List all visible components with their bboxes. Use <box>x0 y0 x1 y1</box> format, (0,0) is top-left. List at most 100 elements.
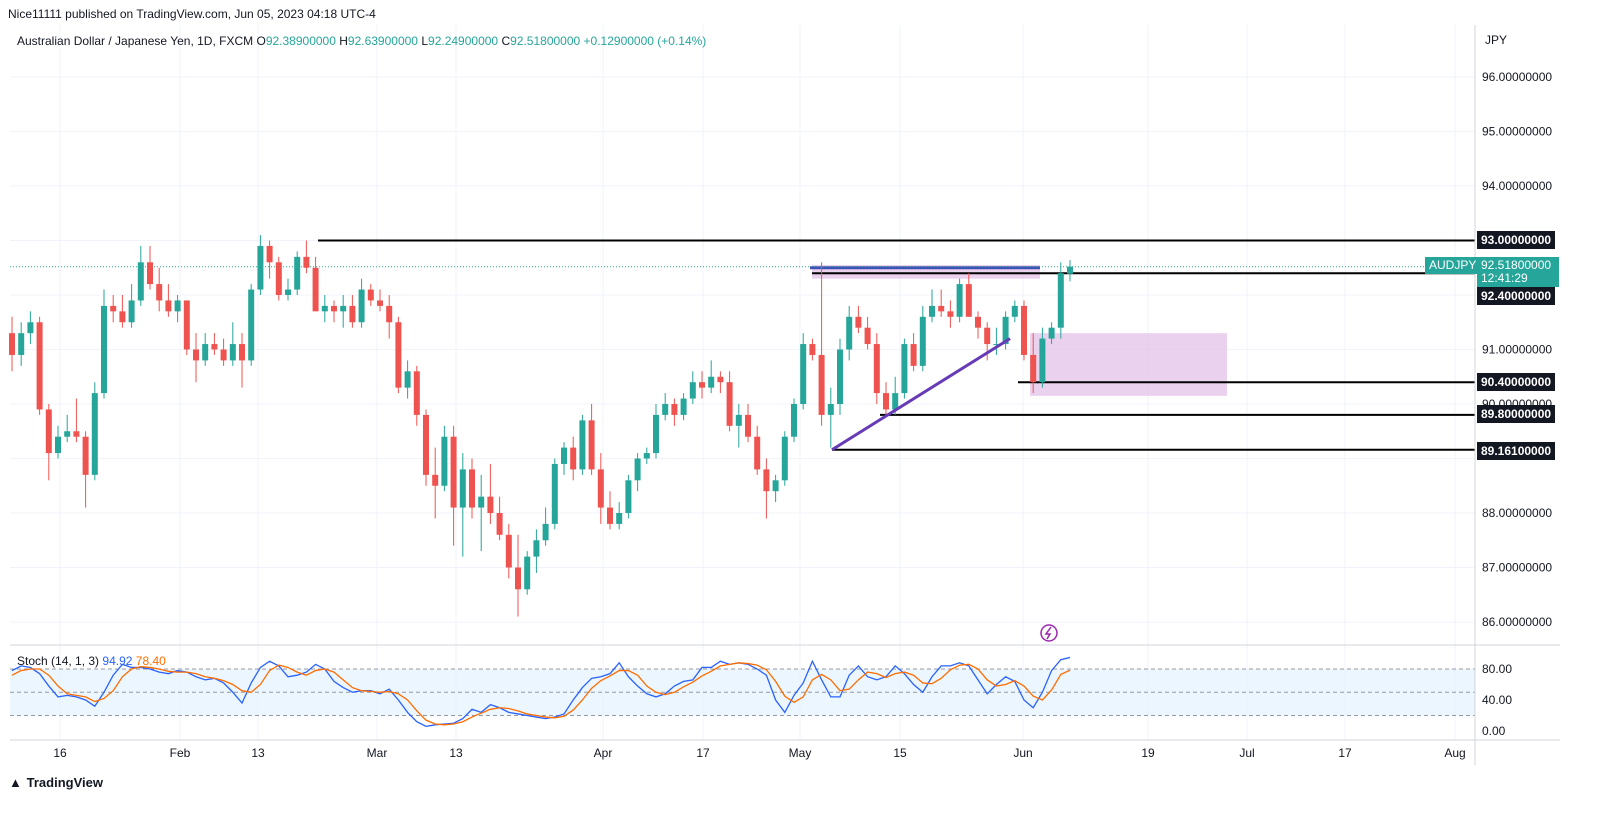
candle-body <box>616 513 623 524</box>
candle-body <box>653 414 659 454</box>
stoch-label: Stoch (14, 1, 3) <box>17 654 100 668</box>
stoch-d-value: 78.40 <box>135 654 166 668</box>
level-label-92-4: 92.40000000 <box>1477 287 1556 305</box>
candle-body <box>855 316 862 328</box>
candle-body <box>248 289 255 361</box>
candle-body <box>662 404 669 415</box>
candle-body <box>947 311 954 317</box>
candle-body <box>809 344 816 355</box>
stochastic-lines <box>11 656 1071 728</box>
candle-body <box>791 404 797 437</box>
event-lightning-bolt <box>1044 626 1052 640</box>
candle-body <box>119 311 126 323</box>
open-value: 92.38900000 <box>265 34 336 48</box>
candle-body <box>1039 338 1046 383</box>
stoch-k-value: 94.92 <box>102 654 133 668</box>
candle-body <box>239 344 245 361</box>
candle-body <box>938 305 945 312</box>
tradingview-logo[interactable]: ▲ TradingView <box>9 775 103 790</box>
candle-body <box>597 469 604 508</box>
candle-body <box>984 327 991 345</box>
symbol-tag: AUDJPY <box>1425 257 1481 274</box>
candle-body <box>266 245 273 263</box>
candle-body <box>570 447 577 470</box>
y-axis-ticks: 96.00000000 95.00000000 94.00000000 91.0000… <box>1482 70 1552 629</box>
x-tick-label: Aug <box>1444 746 1465 760</box>
candle-body <box>128 300 135 323</box>
candle-body <box>929 305 935 317</box>
x-tick-label: 16 <box>53 746 67 760</box>
candle-body <box>1030 354 1037 383</box>
candle-body <box>919 316 926 366</box>
candle-body <box>735 414 742 426</box>
candle-body <box>873 344 880 394</box>
level-label-89-8: 89.80000000 <box>1477 405 1556 423</box>
candle-body <box>91 393 98 475</box>
candle-body <box>772 480 779 492</box>
y-tick-label: 94.00000000 <box>1482 179 1552 193</box>
candle-body <box>717 376 724 383</box>
candle-body <box>294 256 301 290</box>
trendline <box>831 337 1011 451</box>
level-label-90-4: 90.40000000 <box>1477 373 1556 391</box>
candle-body <box>846 316 853 350</box>
low-value: 92.24900000 <box>428 34 499 48</box>
candle-body <box>680 398 687 415</box>
candle-body <box>588 420 595 470</box>
candle-body <box>551 463 558 524</box>
candle-body <box>892 393 899 410</box>
candle-body <box>726 382 733 426</box>
candle-body <box>36 322 43 410</box>
candle-body <box>699 382 705 388</box>
candle-body <box>423 414 429 475</box>
candle-body <box>137 262 144 301</box>
candle-body <box>321 305 328 312</box>
y-tick-label: 87.00000000 <box>1482 561 1552 575</box>
x-tick-label: Mar <box>367 746 388 760</box>
candle-body <box>193 349 199 361</box>
candle-body <box>9 333 15 355</box>
candle-body <box>864 327 871 345</box>
tradingview-wordmark: TradingView <box>26 775 103 790</box>
candle-body <box>101 305 107 394</box>
y-tick-label: 91.00000000 <box>1482 343 1552 357</box>
candle-body <box>754 436 761 470</box>
event-lightning-icon <box>1040 624 1058 642</box>
candle-body <box>561 447 567 464</box>
instrument-name: Australian Dollar / Japanese Yen, 1D, FX… <box>17 34 254 48</box>
x-tick-label: Feb <box>170 746 191 760</box>
candle-body <box>450 436 457 508</box>
candle-body <box>183 300 190 350</box>
high-value: 92.63900000 <box>347 34 418 48</box>
candle-body <box>901 344 908 394</box>
stoch-tick-label: 40.00 <box>1482 693 1512 707</box>
candle-body <box>763 469 770 492</box>
candle-body <box>211 344 218 350</box>
candle-body <box>965 284 972 317</box>
currency-label: JPY <box>1485 33 1508 47</box>
candle-body <box>1002 316 1009 345</box>
x-tick-label: 17 <box>696 746 710 760</box>
stoch-axis-ticks: 80.00 40.00 0.00 <box>1482 662 1512 738</box>
candle-body <box>395 322 402 388</box>
ohlc-legend: Australian Dollar / Japanese Yen, 1D, FX… <box>17 34 707 48</box>
candle-body <box>404 371 411 388</box>
candle-body <box>220 349 227 361</box>
horizontal-levels <box>10 239 1475 451</box>
candle-body <box>496 513 503 535</box>
candle-body <box>800 344 807 404</box>
candle-body <box>487 496 494 513</box>
level-label-89-161: 89.16100000 <box>1477 442 1556 460</box>
candle-body <box>607 507 613 524</box>
stoch-band <box>10 668 1475 716</box>
candle-body <box>1048 327 1055 339</box>
stoch-tick-label: 80.00 <box>1482 662 1512 676</box>
y-tick-label: 88.00000000 <box>1482 506 1552 520</box>
close-value: 92.51800000 <box>510 34 581 48</box>
candle-body <box>18 333 25 355</box>
candle-body <box>312 267 319 312</box>
axes <box>10 25 1560 765</box>
candle-body <box>1057 273 1064 328</box>
x-tick-label: Apr <box>594 746 613 760</box>
